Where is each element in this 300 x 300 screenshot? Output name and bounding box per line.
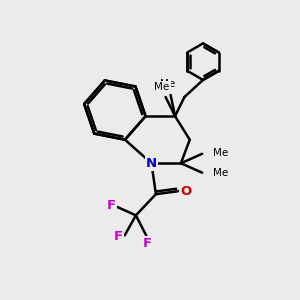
Text: N: N	[146, 157, 157, 170]
Text: F: F	[114, 230, 123, 243]
Text: Me: Me	[213, 168, 229, 178]
Text: Me: Me	[154, 82, 170, 92]
Text: Me: Me	[213, 148, 229, 158]
Text: F: F	[143, 237, 152, 250]
Text: F: F	[107, 199, 116, 212]
Text: Me: Me	[160, 79, 175, 89]
Text: O: O	[181, 185, 192, 198]
